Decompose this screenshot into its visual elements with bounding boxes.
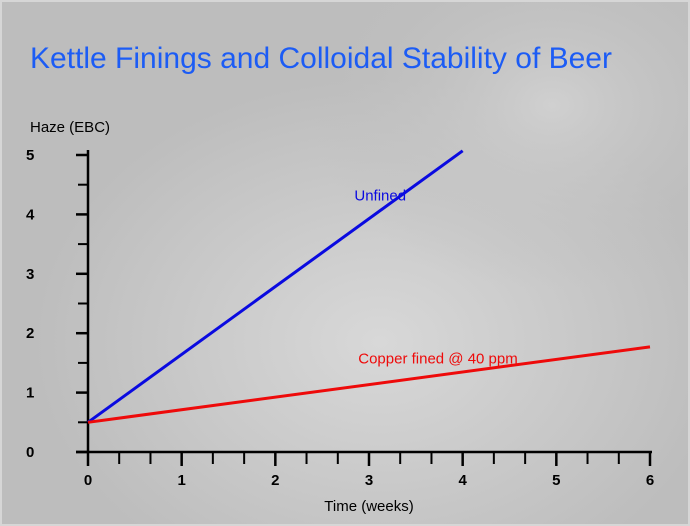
data-line <box>87 149 464 424</box>
y-tick-label: 1 <box>26 385 34 402</box>
y-tick-label: 5 <box>26 147 34 164</box>
x-tick-label: 0 <box>84 472 92 489</box>
data-line <box>87 345 651 424</box>
y-tick-label: 3 <box>26 266 34 283</box>
x-tick-label: 4 <box>458 472 467 489</box>
series-label: Copper fined @ 40 ppm <box>358 351 518 368</box>
x-tick-label: 3 <box>365 472 373 489</box>
y-tick-label: 0 <box>26 444 34 461</box>
x-axis-label: Time (weeks) <box>324 498 413 515</box>
x-tick-label: 5 <box>552 472 560 489</box>
series-label: Unfined <box>354 188 406 205</box>
y-axis-label: Haze (EBC) <box>30 119 110 136</box>
x-tick-label: 6 <box>646 472 654 489</box>
x-tick-label: 1 <box>177 472 185 489</box>
y-tick-label: 2 <box>26 325 34 342</box>
x-tick-label: 2 <box>271 472 279 489</box>
chart-title: Kettle Finings and Colloidal Stability o… <box>30 42 612 75</box>
y-tick-label: 4 <box>26 206 35 223</box>
